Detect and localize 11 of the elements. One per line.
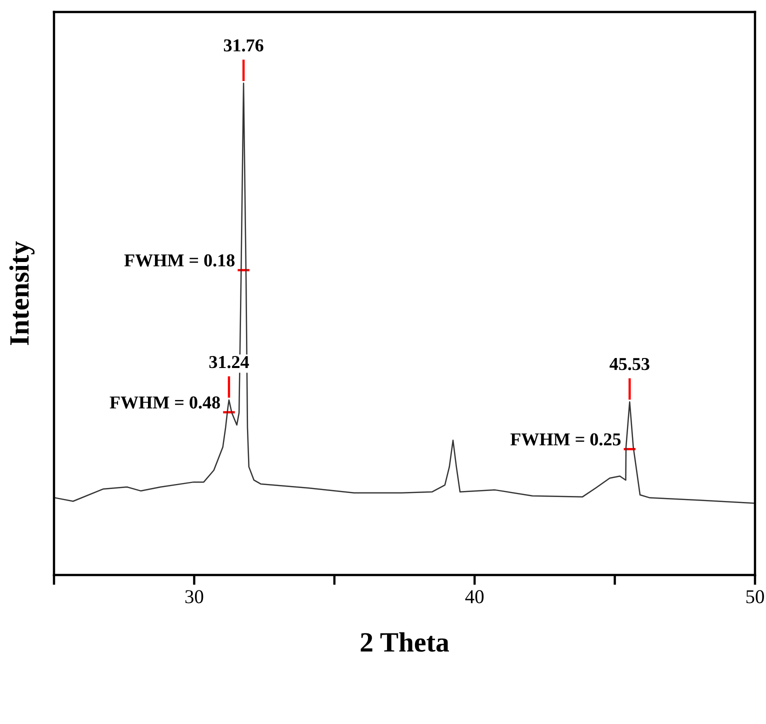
x-tick-label: 30 [185,590,204,604]
x-tick-label: 40 [465,590,484,604]
annotation: FWHM = 0.18 [124,254,235,267]
x-axis-title: 2 Theta [360,632,449,652]
annotation: 45.53 [610,358,650,370]
annotation: 31.76 [224,39,264,52]
annotation: 31.24 [209,356,249,368]
x-tick-label: 50 [746,590,764,604]
y-axis-title: Intensity [9,241,35,346]
annotation: FWHM = 0.48 [110,396,220,409]
annotation: FWHM = 0.25 [510,433,621,446]
